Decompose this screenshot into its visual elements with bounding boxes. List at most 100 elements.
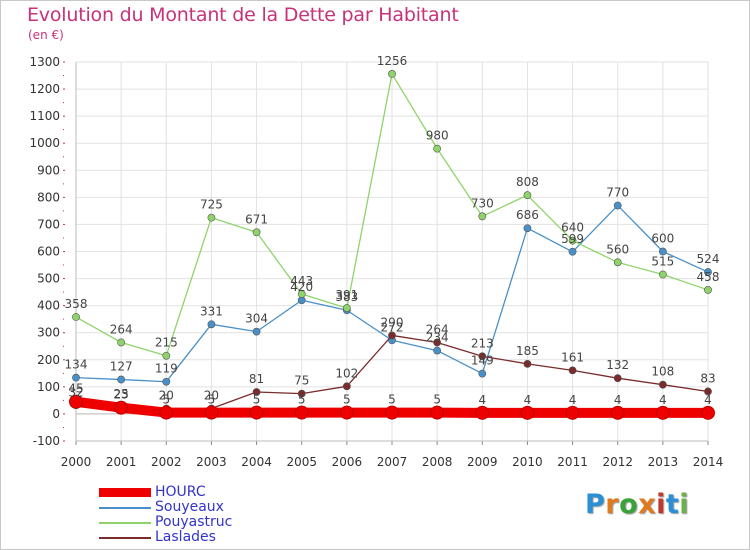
x-tick-label: 2001 [106, 455, 137, 469]
data-label-souyeaux: 127 [110, 360, 133, 374]
data-point-laslades [613, 374, 622, 383]
data-label-laslades: 102 [335, 366, 358, 380]
y-tick-label: 1000 [29, 136, 60, 150]
logo-letter: P [585, 489, 606, 520]
x-tick-label: 2000 [61, 455, 92, 469]
x-tick-label: 2011 [557, 455, 588, 469]
legend-swatch [99, 488, 151, 497]
data-label-laslades: 132 [606, 358, 629, 372]
x-tick-label: 2012 [602, 455, 633, 469]
x-tick-label: 2005 [286, 455, 317, 469]
y-tick-label: 1200 [29, 82, 60, 96]
data-label-hourc: 5 [253, 393, 261, 407]
y-tick-label: 1100 [29, 109, 60, 123]
data-point-souyeaux [162, 377, 171, 386]
data-label-hourc: 5 [208, 393, 216, 407]
data-label-pouyastruc: 391 [335, 288, 358, 302]
legend-item-pouyastruc: Pouyastruc [99, 515, 232, 530]
data-point-hourc [430, 405, 445, 420]
data-label-hourc: 5 [433, 393, 441, 407]
data-label-pouyastruc: 808 [516, 175, 539, 189]
legend-label: Souyeaux [155, 499, 224, 515]
data-label-pouyastruc: 980 [426, 129, 449, 143]
data-point-laslades [704, 387, 712, 396]
data-label-pouyastruc: 671 [245, 212, 268, 226]
data-label-hourc: 5 [388, 393, 396, 407]
data-label-hourc: 4 [524, 393, 532, 407]
data-label-souyeaux: 599 [561, 232, 584, 246]
data-point-souyeaux [252, 327, 261, 336]
data-point-pouyastruc [252, 228, 261, 237]
data-point-laslades [388, 331, 396, 340]
data-label-hourc: 4 [659, 393, 667, 407]
logo-letter: i [679, 489, 690, 520]
data-label-pouyastruc: 640 [561, 221, 584, 235]
data-point-hourc [565, 405, 580, 420]
data-point-hourc [249, 405, 264, 420]
data-label-laslades: 32 [68, 385, 83, 399]
legend-item-hourc: HOURC [99, 485, 232, 500]
data-point-hourc [204, 405, 219, 420]
data-label-pouyastruc: 730 [471, 196, 494, 210]
data-point-hourc [159, 405, 174, 420]
data-label-hourc: 45 [68, 382, 83, 396]
data-label-hourc: 4 [478, 393, 486, 407]
data-point-hourc [339, 405, 354, 420]
data-point-laslades [297, 389, 306, 398]
legend-swatch [99, 521, 151, 524]
chart-unit: (en €) [28, 28, 64, 42]
data-point-souyeaux [704, 268, 712, 276]
data-label-souyeaux: 119 [155, 362, 178, 376]
x-tick-label: 2008 [422, 455, 453, 469]
legend-swatch [99, 506, 151, 509]
legend-label: Laslades [155, 529, 216, 545]
data-label-souyeaux: 304 [245, 312, 268, 326]
data-point-laslades [252, 388, 261, 396]
data-label-laslades: 20 [159, 389, 174, 403]
data-label-laslades: 185 [516, 344, 539, 358]
data-label-pouyastruc: 515 [651, 255, 674, 269]
data-label-laslades: 108 [651, 365, 674, 379]
data-point-hourc [610, 405, 625, 420]
data-point-laslades [342, 382, 351, 391]
chart-legend: HOURC Souyeaux Pouyastruc Laslades [99, 485, 232, 545]
data-label-pouyastruc: 725 [200, 198, 223, 212]
data-label-souyeaux: 600 [651, 232, 674, 246]
data-point-hourc [385, 405, 399, 420]
x-tick-label: 2014 [693, 455, 724, 469]
data-label-souyeaux: 770 [606, 185, 629, 199]
data-point-hourc [520, 405, 535, 420]
data-label-souyeaux: 234 [426, 331, 449, 345]
legend-item-souyeaux: Souyeaux [99, 500, 232, 515]
data-label-laslades: 81 [249, 372, 264, 386]
legend-label: HOURC [155, 484, 206, 500]
data-point-souyeaux [523, 224, 532, 233]
data-point-pouyastruc [478, 212, 487, 221]
data-label-souyeaux: 686 [516, 208, 539, 222]
data-point-laslades [523, 359, 532, 368]
y-tick-label: 700 [37, 217, 60, 231]
data-label-souyeaux: 331 [200, 304, 223, 318]
y-tick-label: 100 [37, 380, 60, 394]
data-label-hourc: 4 [704, 393, 712, 407]
data-point-pouyastruc [342, 304, 351, 312]
data-label-pouyastruc: 443 [290, 274, 313, 288]
data-label-laslades: 264 [426, 322, 449, 336]
data-label-souyeaux: 272 [381, 320, 404, 334]
data-label-pouyastruc: 1256 [377, 54, 408, 68]
y-tick-label: 500 [37, 272, 60, 286]
data-point-hourc [294, 405, 309, 420]
data-point-pouyastruc [117, 338, 126, 347]
logo-letter: t [665, 489, 680, 520]
data-label-pouyastruc: 458 [697, 270, 720, 284]
y-tick-label: 300 [37, 326, 60, 340]
y-tick-label: 200 [37, 353, 60, 367]
data-point-hourc [114, 400, 129, 415]
legend-label: Pouyastruc [155, 514, 233, 530]
data-point-laslades [433, 338, 442, 347]
data-label-souyeaux: 420 [290, 280, 313, 294]
logo-letter: o [619, 489, 639, 520]
legend-swatch [99, 536, 151, 539]
data-point-pouyastruc [568, 236, 577, 245]
